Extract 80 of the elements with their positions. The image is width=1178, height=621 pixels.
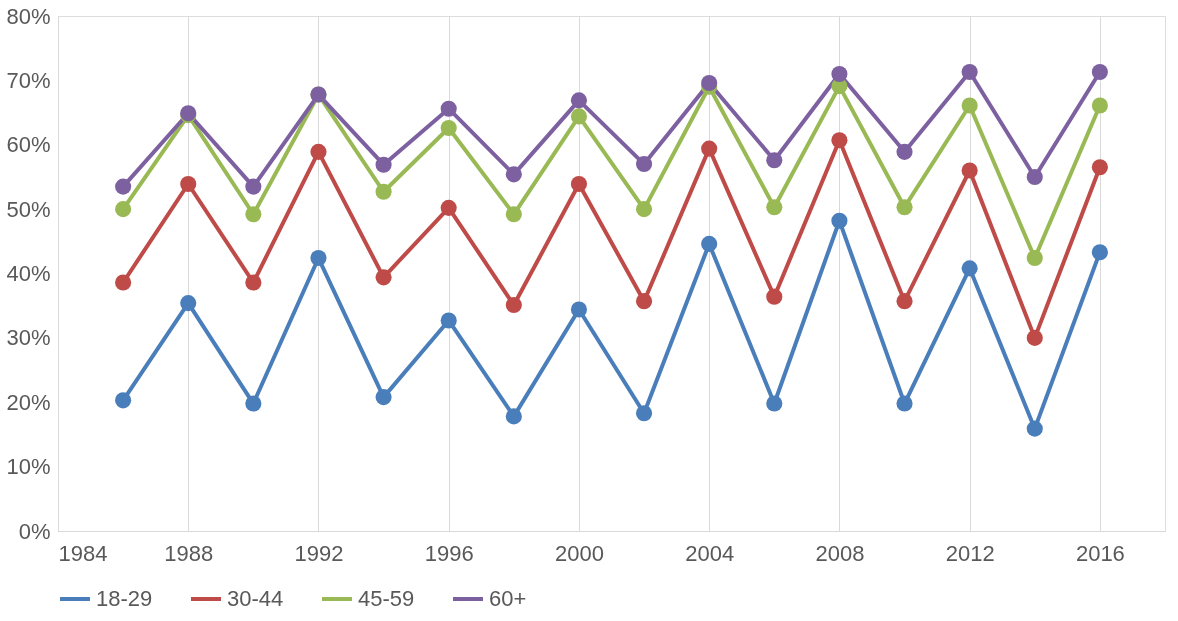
point [375,156,392,173]
y-tick-label: 50% [6,196,51,222]
y-tick-label: 0% [18,518,51,544]
legend-label: 30-44 [227,586,284,611]
point [961,162,978,179]
point [766,288,783,305]
y-tick-label: 10% [6,454,51,480]
point [505,206,522,223]
y-tick-label: 20% [6,389,51,415]
x-tick-label: 2000 [554,540,604,566]
legend-label: 60+ [489,586,527,611]
point [245,274,262,291]
point [636,156,653,173]
point [440,100,457,117]
point [310,143,327,160]
point [831,132,848,149]
point [440,312,457,329]
point [831,212,848,229]
point [115,274,132,291]
x-tick-label: 2004 [685,540,735,566]
point [375,269,392,286]
point [636,293,653,310]
point [1091,63,1108,81]
point [1026,250,1043,267]
x-tick-label: 1992 [294,540,344,566]
point [115,392,132,409]
point [1091,244,1108,261]
point [375,389,392,406]
point [896,395,913,412]
y-tick-label: 30% [6,325,51,351]
x-tick-label: 2012 [945,540,995,566]
point [1026,420,1043,437]
legend-label: 18-29 [96,586,153,611]
point [896,199,913,216]
y-tick-label: 40% [6,261,51,286]
point [180,295,197,312]
point [766,199,783,216]
point [440,119,457,137]
point [245,206,262,223]
point [505,166,522,183]
point [1026,329,1043,346]
point [766,152,783,169]
point [701,74,718,91]
point [375,183,392,200]
x-tick-label: 1988 [164,540,214,566]
point [636,405,653,422]
y-tick-label: 70% [6,67,51,93]
point [896,293,913,310]
point [961,63,978,81]
x-tick-label: 1984 [58,540,108,566]
point [961,260,978,277]
point [245,178,262,195]
point [180,175,197,193]
point [766,395,783,412]
point [115,178,132,195]
point [1091,97,1108,114]
y-tick-label: 80% [6,3,51,29]
point [440,199,457,216]
point [1026,168,1043,185]
point [570,92,587,109]
point [115,201,132,218]
y-tick-label: 60% [6,132,51,158]
x-tick-label: 2016 [1075,540,1125,566]
point [701,235,718,252]
point [245,395,262,412]
point [570,108,587,125]
point [570,175,587,193]
point [831,65,848,82]
point [570,301,587,318]
point [701,140,718,157]
point [310,250,327,267]
x-tick-label: 2008 [815,540,865,566]
x-tick-label: 1996 [424,540,474,566]
point [505,408,522,425]
point [505,297,522,314]
point [636,201,653,218]
point [961,97,978,114]
point [1091,159,1108,176]
point [896,143,913,160]
legend-label: 45-59 [358,586,415,611]
